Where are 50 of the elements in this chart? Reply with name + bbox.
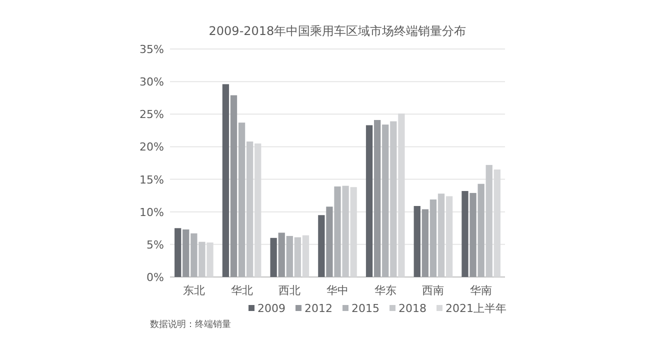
bar (422, 209, 428, 277)
x-tick-label: 华南 (470, 284, 492, 297)
text: 数据说明：终端销量 (150, 319, 231, 330)
legend-label: 2015 (352, 302, 380, 315)
y-tick-label: 25% (140, 108, 164, 122)
bar (398, 113, 405, 277)
y-tick-label: 20% (140, 140, 164, 154)
x-tick-label: 华中 (326, 284, 348, 297)
bar (430, 199, 437, 277)
bar (174, 228, 182, 277)
bar (350, 187, 357, 277)
bar (230, 95, 238, 277)
bar (254, 143, 262, 277)
bar (382, 124, 389, 277)
y-tick-label: 10% (140, 206, 164, 219)
bar (414, 206, 420, 277)
bar (334, 186, 341, 277)
bar (462, 191, 468, 277)
x-tick-label: 西南 (422, 284, 444, 297)
bar (302, 235, 310, 277)
bar (374, 120, 381, 277)
x-tick-label: 华北 (230, 284, 253, 297)
bar (190, 233, 198, 277)
legend-label: 2012 (304, 302, 332, 315)
bar (182, 229, 190, 277)
bar (222, 84, 230, 277)
bar (286, 236, 293, 277)
bar (318, 215, 325, 277)
legend-label: 2009 (258, 302, 286, 315)
legend-label: 2021上半年 (446, 302, 506, 315)
legend-label: 2018 (398, 302, 426, 315)
x-tick-label: 华东 (374, 284, 396, 297)
bar (446, 196, 453, 277)
bar (478, 184, 484, 277)
chart-title: 2009-2018年中国乘用车区域市场终端销量分布 (208, 24, 466, 38)
bar (470, 192, 476, 277)
bar (206, 242, 214, 277)
y-tick-label: 15% (140, 173, 164, 186)
bar (278, 232, 285, 277)
x-tick-label: 西北 (278, 284, 301, 297)
bar (238, 122, 246, 277)
bar (494, 170, 500, 277)
bar (326, 206, 333, 277)
bar (270, 238, 277, 277)
y-tick-label: 5% (146, 238, 164, 252)
y-tick-label: 35% (140, 43, 164, 56)
bar (366, 125, 373, 277)
x-tick-label: 东北 (182, 284, 205, 297)
y-tick-label: 0% (146, 271, 164, 284)
y-tick-label: 30% (140, 76, 164, 89)
